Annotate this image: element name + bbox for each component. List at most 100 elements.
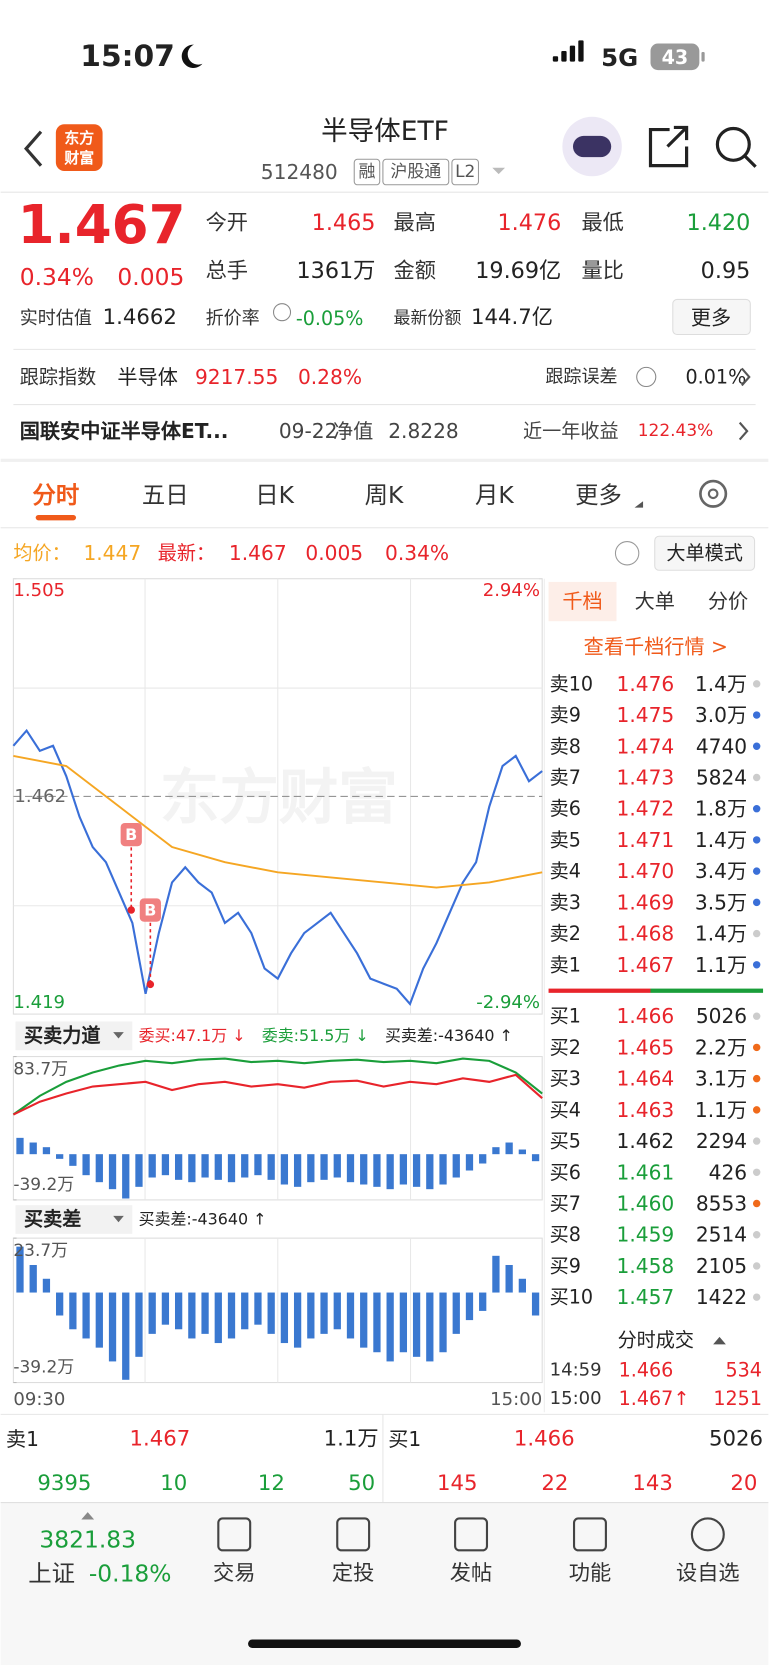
bar: [267, 1292, 275, 1334]
bar: [227, 1292, 236, 1339]
mode-button[interactable]: [654, 535, 756, 571]
price: 1.467: [18, 194, 186, 256]
book-level: 买2: [550, 1036, 581, 1059]
panel-title[interactable]: 买卖力道: [24, 1024, 100, 1047]
marker-dot: [127, 906, 135, 914]
book-dot: [752, 898, 761, 907]
tick-volume: 12: [258, 1471, 285, 1496]
book-price: 1.474: [617, 734, 675, 758]
back-button[interactable]: [24, 130, 43, 167]
book-tab[interactable]: 分价: [708, 589, 748, 613]
book-link[interactable]: 查看千档行情 >: [584, 635, 728, 659]
label: 半导体: [117, 365, 177, 389]
nav-icon[interactable]: [336, 1517, 371, 1552]
book-level: 卖7: [550, 766, 581, 789]
stat-value: 1.420: [687, 210, 751, 236]
label: 122.43%: [638, 421, 714, 441]
bar: [201, 1292, 209, 1334]
book-dot: [752, 804, 761, 813]
dropdown-icon: [113, 1032, 124, 1039]
bar: [148, 1154, 156, 1178]
search-icon[interactable]: [715, 126, 751, 162]
book-dot: [752, 1231, 761, 1239]
bar: [16, 1246, 24, 1293]
book-volume: 1.8万: [695, 797, 747, 821]
book-level: 卖5: [550, 828, 581, 851]
book-volume: 1.4万: [695, 922, 747, 946]
settings-icon[interactable]: [699, 479, 728, 508]
bar: [69, 1292, 77, 1330]
book-level: 买3: [550, 1067, 581, 1090]
nav-icon[interactable]: [454, 1517, 489, 1552]
y2-tick-label: 2.94%: [483, 580, 540, 601]
bar: [426, 1292, 434, 1362]
bar: [135, 1154, 143, 1187]
label: 0.28%: [298, 365, 362, 389]
tab[interactable]: 分时: [32, 481, 79, 509]
book-level: 买10: [550, 1286, 593, 1309]
book-tab[interactable]: 千档: [562, 589, 602, 613]
trade-time: 15:00: [550, 1388, 602, 1409]
price-line: [13, 754, 543, 889]
bar: [227, 1154, 236, 1183]
book-level: 卖8: [550, 735, 581, 758]
panel-selector[interactable]: [15, 1021, 133, 1051]
nav-item[interactable]: 交易: [213, 1561, 255, 1586]
tab[interactable]: 日K: [255, 481, 294, 509]
nav-item[interactable]: 功能: [569, 1561, 611, 1586]
tick-volume: 143: [632, 1471, 673, 1496]
more-button[interactable]: [672, 298, 751, 336]
book-level: 买6: [550, 1161, 581, 1184]
tab[interactable]: 月K: [475, 481, 514, 509]
panel-selector[interactable]: [15, 1205, 133, 1234]
book-level: 买5: [550, 1130, 581, 1153]
mode-button-label[interactable]: 大单模式: [666, 542, 742, 565]
book-price: 1.459: [617, 1223, 675, 1247]
bar: [307, 1292, 315, 1339]
tick-volume: 20: [730, 1471, 757, 1496]
chevron[interactable]: [738, 421, 749, 441]
bar: [56, 1292, 64, 1316]
change: 0.005: [117, 263, 184, 291]
label: 5026: [709, 1426, 763, 1451]
nav-icon[interactable]: [217, 1517, 252, 1552]
label: 跟踪指数: [20, 365, 96, 388]
nav-item[interactable]: 设自选: [676, 1561, 740, 1586]
logo-text: 东方: [64, 129, 94, 147]
nav-item[interactable]: 发帖: [450, 1561, 492, 1586]
nav-item[interactable]: 定投: [332, 1561, 374, 1586]
book-volume: 4740: [696, 734, 747, 758]
label: 国联安中证半导体ET...: [20, 419, 229, 443]
bar: [29, 1264, 37, 1293]
tab[interactable]: 更多: [575, 481, 622, 509]
bar: [492, 1147, 500, 1155]
panel-title[interactable]: 买卖差: [24, 1208, 81, 1231]
book-dot: [752, 1043, 761, 1052]
bar: [161, 1154, 170, 1176]
book-level: 买7: [550, 1192, 581, 1215]
share-icon[interactable]: [648, 125, 689, 168]
tab[interactable]: 周K: [365, 481, 404, 509]
nav-icon[interactable]: [572, 1517, 607, 1552]
bar: [386, 1154, 394, 1190]
label: 1.466: [514, 1426, 575, 1451]
index-value[interactable]: 3821.83: [39, 1526, 136, 1554]
tab[interactable]: 五日: [142, 481, 189, 509]
avatar-face: [572, 135, 612, 158]
stat-value: -0.05%: [296, 307, 364, 330]
book-dot: [752, 1137, 761, 1145]
trade-marker: [139, 898, 161, 922]
book-tab[interactable]: 大单: [635, 589, 675, 613]
more-button-label[interactable]: 更多: [691, 305, 731, 329]
stat-label: 总手: [206, 258, 248, 283]
stat-label: 金额: [394, 258, 436, 283]
trade-volume: 534: [726, 1358, 762, 1381]
bar: [241, 1154, 249, 1178]
bar: [518, 1149, 526, 1155]
bar: [214, 1154, 222, 1180]
book-dot: [752, 836, 761, 844]
bar: [95, 1154, 103, 1183]
book-dot: [752, 680, 761, 688]
nav-icon[interactable]: [690, 1517, 725, 1552]
trade-marker-label: B: [144, 901, 156, 920]
